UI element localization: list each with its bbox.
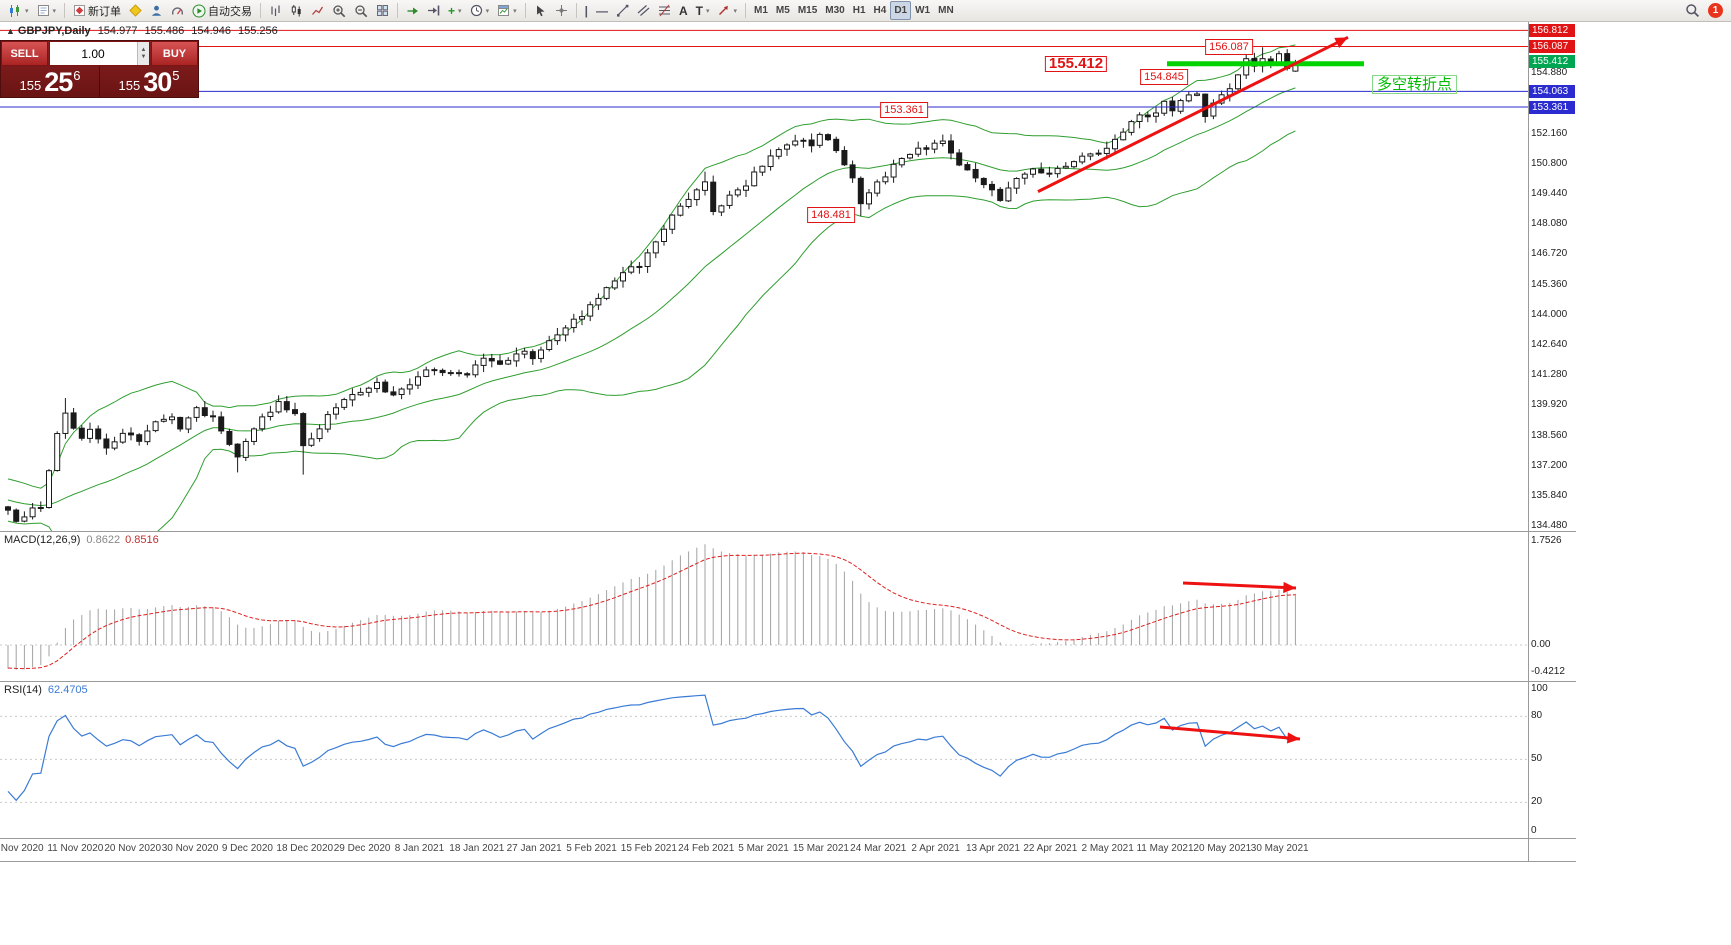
- horizontal-line-button[interactable]: —: [595, 3, 608, 18]
- sell-price-prefix: 155: [19, 78, 42, 93]
- tf-d1-button[interactable]: D1: [890, 1, 912, 20]
- metaeditor-button[interactable]: [125, 1, 146, 20]
- strategy-tester-button[interactable]: [167, 1, 188, 20]
- bar-chart-button[interactable]: [265, 1, 286, 20]
- toolbar-separator: [575, 3, 577, 18]
- new-order-button[interactable]: 新订单: [69, 1, 125, 20]
- profiles-button[interactable]: [33, 1, 61, 20]
- vertical-line-button[interactable]: |: [584, 3, 588, 18]
- rsi-indicator-label: RSI(14) 62.4705: [4, 684, 88, 696]
- sell-price-display[interactable]: 155 25 6: [1, 66, 99, 97]
- toolbar-separator: [260, 3, 262, 18]
- buy-price-display[interactable]: 155 30 5: [100, 66, 198, 97]
- quote-high: 155.486: [144, 25, 185, 37]
- line-chart-button[interactable]: [307, 1, 328, 20]
- candles-layer: [5, 47, 1299, 523]
- indicators-button[interactable]: +: [444, 1, 466, 20]
- search-button[interactable]: [1681, 1, 1704, 20]
- one-click-toggle[interactable]: ▲: [6, 26, 15, 36]
- main-price-panel: [0, 29, 1528, 531]
- volume-up-arrow[interactable]: ▲: [140, 46, 147, 53]
- text-button[interactable]: A: [678, 3, 688, 18]
- chart-shift-button[interactable]: [423, 1, 444, 20]
- tf-m5-button[interactable]: M5: [775, 5, 790, 16]
- toolbar-separator: [397, 3, 399, 18]
- new-chart-button[interactable]: [4, 1, 33, 20]
- rsi-panel: [0, 694, 1528, 803]
- notifications-badge[interactable]: 1: [1704, 1, 1727, 20]
- fibonacci-button[interactable]: [654, 1, 675, 20]
- volume-down-arrow[interactable]: ▼: [140, 53, 147, 60]
- volume-field: ▲ ▼: [49, 41, 150, 66]
- macd-indicator-label: MACD(12,26,9) 0.8622 0.8516: [4, 534, 159, 546]
- tf-m15-button[interactable]: M15: [797, 5, 818, 16]
- volume-input[interactable]: [50, 42, 136, 65]
- volume-spinner: ▲ ▼: [137, 42, 149, 65]
- templates-button[interactable]: [493, 1, 521, 20]
- quote-close: 155.256: [237, 25, 278, 37]
- tile-windows-button[interactable]: [372, 1, 393, 20]
- channel-button[interactable]: [633, 1, 654, 20]
- annotation-note: 多空转折点: [1372, 75, 1458, 94]
- bollinger-bands: [7, 44, 1296, 531]
- buy-button[interactable]: BUY: [151, 41, 198, 66]
- rsi-name: RSI(14): [4, 684, 42, 696]
- toolbar-separator: [64, 3, 66, 18]
- price-divider: [99, 66, 100, 97]
- quote-line: ▲ GBPJPY,Daily 154.977 155.486 154.946 155.25…: [6, 25, 285, 37]
- sell-price-big: 25: [44, 67, 73, 97]
- sell-button[interactable]: SELL: [1, 41, 48, 66]
- buy-price-big: 30: [143, 67, 172, 97]
- symbol-period-label: GBPJPY,Daily: [17, 25, 91, 37]
- auto-scroll-button[interactable]: [402, 1, 423, 20]
- tf-w1-button[interactable]: W1: [915, 5, 931, 16]
- periods-button[interactable]: [466, 1, 494, 20]
- sell-price-sup: 6: [73, 68, 81, 83]
- arrows-button[interactable]: [713, 1, 741, 20]
- buy-price-prefix: 155: [118, 78, 141, 93]
- rsi-value: 62.4705: [47, 684, 88, 696]
- panel-separator[interactable]: [0, 681, 1576, 682]
- zoom-out-button[interactable]: [350, 1, 372, 20]
- macd-name: MACD(12,26,9): [4, 534, 81, 546]
- quote-low: 154.946: [191, 25, 231, 37]
- tf-m30-button[interactable]: M30: [825, 5, 845, 16]
- zoom-in-button[interactable]: [328, 1, 350, 20]
- tf-h1-button[interactable]: H1: [852, 5, 866, 16]
- trendline-button[interactable]: [612, 1, 633, 20]
- toolbar-separator: [524, 3, 526, 18]
- tf-m1-button[interactable]: M1: [754, 5, 768, 16]
- macd-panel: [0, 544, 1528, 670]
- toolbar-separator: [745, 3, 746, 18]
- price-axis[interactable]: [1529, 22, 1576, 861]
- macd-value-signal: 0.8516: [125, 534, 159, 546]
- tf-h4-button[interactable]: H4: [873, 5, 887, 16]
- panel-separator[interactable]: [0, 531, 1576, 532]
- tf-mn-button[interactable]: MN: [938, 5, 954, 16]
- chart-bottom-border: [0, 861, 1576, 862]
- date-axis[interactable]: [0, 839, 1576, 861]
- quote-open: 154.977: [97, 25, 138, 37]
- price-axis-border: [1528, 22, 1529, 861]
- annotations-layer: [0, 29, 1528, 193]
- terminal-button[interactable]: [146, 1, 167, 20]
- autotrading-button[interactable]: 自动交易: [188, 1, 256, 20]
- label-button[interactable]: T: [692, 1, 714, 20]
- cursor-button[interactable]: [530, 1, 551, 20]
- candlestick-chart-button[interactable]: [286, 1, 307, 20]
- buy-price-sup: 5: [172, 68, 180, 83]
- panel-separator: [0, 838, 1576, 839]
- macd-value-main: 0.8622: [86, 534, 121, 546]
- crosshair-button[interactable]: [551, 1, 572, 20]
